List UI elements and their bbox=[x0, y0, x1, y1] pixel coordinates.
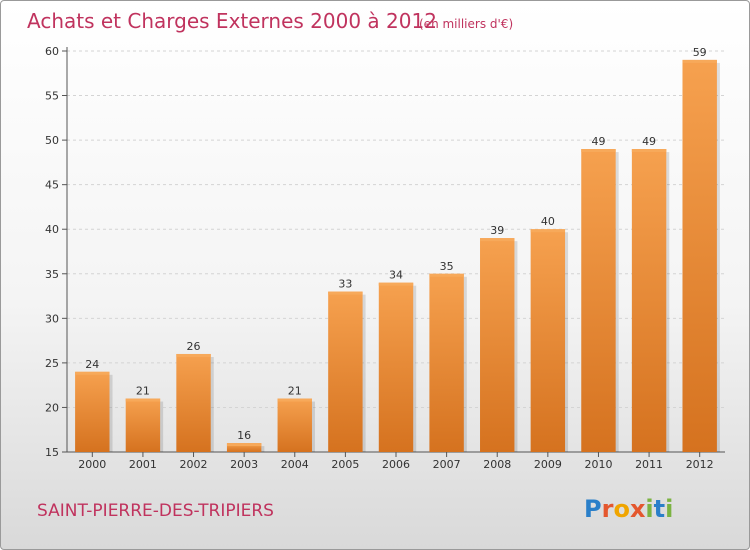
bar bbox=[328, 291, 363, 452]
x-tick-label: 2010 bbox=[584, 458, 612, 471]
x-tick-label: 2000 bbox=[78, 458, 106, 471]
x-tick-label: 2004 bbox=[281, 458, 309, 471]
bar-top-highlight bbox=[277, 398, 312, 402]
bar-top-highlight bbox=[125, 398, 161, 402]
bar-value-label: 35 bbox=[440, 260, 454, 273]
bars: 24 21 26 16 21 33 34 35 39 40 49 49 59 bbox=[75, 46, 720, 453]
y-tick-label: 30 bbox=[45, 312, 59, 325]
bar-value-label: 40 bbox=[541, 215, 555, 228]
bar-value-label: 39 bbox=[490, 224, 504, 237]
bar-2004 bbox=[277, 398, 315, 452]
bar-value-label: 21 bbox=[136, 385, 150, 398]
commune-name: SAINT-PIERRE-DES-TRIPIERS bbox=[37, 501, 274, 521]
bar bbox=[226, 443, 262, 452]
x-tick-label: 2012 bbox=[686, 458, 714, 471]
bar-top-highlight bbox=[328, 291, 363, 295]
x-tick-label: 2007 bbox=[433, 458, 461, 471]
bar-top-highlight bbox=[75, 371, 110, 375]
bar bbox=[631, 149, 667, 452]
bar-value-label: 26 bbox=[187, 340, 201, 353]
bar-2005 bbox=[328, 291, 366, 452]
bar-top-highlight bbox=[682, 59, 717, 63]
bar-top-highlight bbox=[226, 443, 262, 447]
y-tick-label: 15 bbox=[45, 446, 59, 459]
bar bbox=[530, 229, 566, 452]
x-axis-labels: 2000 2001 2002 2003 2004 2005 2006 2007 2008 2009… bbox=[78, 452, 714, 471]
x-tick-label: 2008 bbox=[483, 458, 511, 471]
bar bbox=[378, 282, 414, 452]
y-axis: 15 20 25 30 35 40 45 50 55 60 bbox=[45, 45, 725, 459]
bar-2010 bbox=[581, 149, 619, 452]
x-tick-label: 2009 bbox=[534, 458, 562, 471]
y-tick-label: 35 bbox=[45, 268, 59, 281]
x-tick-label: 2003 bbox=[230, 458, 258, 471]
x-tick-label: 2006 bbox=[382, 458, 410, 471]
bar-value-label: 49 bbox=[642, 135, 656, 148]
bar-top-highlight bbox=[480, 238, 515, 242]
bar-value-label: 21 bbox=[288, 385, 302, 398]
bar-2002 bbox=[176, 353, 214, 452]
y-tick-label: 45 bbox=[45, 179, 59, 192]
y-tick-label: 50 bbox=[45, 134, 59, 147]
chart-title: Achats et Charges Externes 2000 à 2012 bbox=[27, 9, 437, 33]
bar bbox=[125, 398, 161, 452]
y-tick-label: 20 bbox=[45, 401, 59, 414]
y-tick-label: 40 bbox=[45, 223, 59, 236]
x-tick-label: 2005 bbox=[331, 458, 359, 471]
bar bbox=[429, 273, 464, 452]
bar-2011 bbox=[631, 149, 670, 452]
bar-2000 bbox=[75, 371, 113, 452]
bar-value-label: 33 bbox=[338, 278, 352, 291]
bar-2012 bbox=[682, 59, 720, 453]
bar bbox=[75, 371, 110, 452]
bar bbox=[581, 149, 616, 452]
bar-2007 bbox=[429, 273, 467, 452]
bar-value-label: 59 bbox=[693, 46, 707, 59]
bar bbox=[176, 353, 211, 452]
bar bbox=[480, 238, 515, 452]
x-tick-label: 2011 bbox=[635, 458, 663, 471]
bar-2006 bbox=[378, 282, 417, 452]
proxiti-logo: Proxiti bbox=[584, 495, 673, 523]
y-tick-label: 60 bbox=[45, 45, 59, 58]
bar-value-label: 16 bbox=[237, 429, 251, 442]
bar-top-highlight bbox=[530, 229, 566, 233]
bar bbox=[682, 59, 717, 453]
bar-value-label: 49 bbox=[591, 135, 605, 148]
bar bbox=[277, 398, 312, 452]
logo-text: Proxiti bbox=[584, 495, 673, 523]
bar-2009 bbox=[530, 229, 569, 452]
bar-2008 bbox=[480, 238, 518, 452]
bar-2003 bbox=[226, 443, 265, 452]
x-tick-label: 2001 bbox=[129, 458, 157, 471]
chart-subtitle: (en milliers d'€) bbox=[419, 17, 513, 31]
bar-top-highlight bbox=[581, 149, 616, 153]
bar-top-highlight bbox=[378, 282, 414, 286]
bar-top-highlight bbox=[176, 353, 211, 357]
bar-top-highlight bbox=[429, 273, 464, 277]
y-tick-label: 55 bbox=[45, 90, 59, 103]
bar-top-highlight bbox=[631, 149, 667, 153]
bar-value-label: 24 bbox=[85, 358, 99, 371]
bar-value-label: 34 bbox=[389, 269, 403, 282]
y-tick-label: 25 bbox=[45, 357, 59, 370]
bar-2001 bbox=[125, 398, 164, 452]
x-tick-label: 2002 bbox=[180, 458, 208, 471]
